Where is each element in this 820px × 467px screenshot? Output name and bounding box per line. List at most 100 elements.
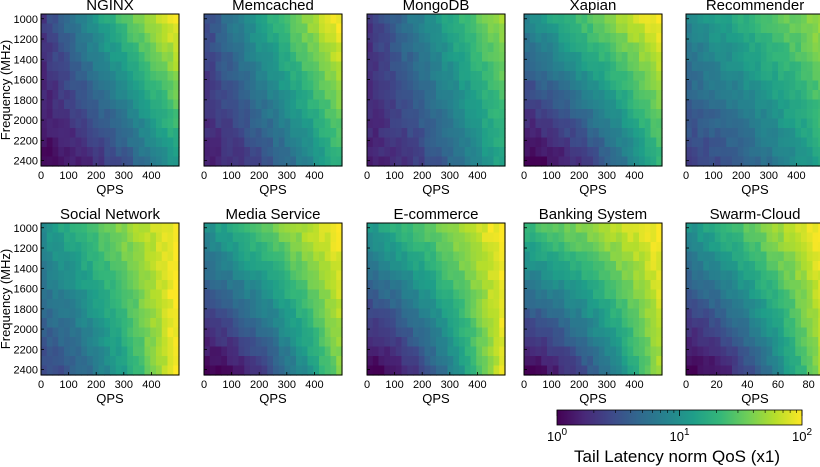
heatmap-cell — [209, 23, 217, 34]
heatmap-cell — [138, 80, 146, 91]
heatmap-cell — [390, 280, 397, 291]
heatmap-cell — [161, 90, 169, 101]
heatmap-cell — [558, 52, 565, 63]
heatmap-cell — [138, 223, 146, 234]
heatmap-cell — [783, 23, 791, 34]
heatmap-cell — [806, 109, 814, 120]
heatmap-cell — [691, 71, 699, 82]
heatmap-cell — [749, 251, 756, 262]
heatmap-cell — [273, 147, 280, 158]
heatmap-cell — [499, 71, 506, 82]
heatmap-cell — [499, 137, 506, 148]
heatmap-cell — [413, 80, 420, 91]
heatmap-cell — [150, 223, 157, 234]
heatmap-cell — [372, 327, 380, 338]
heatmap-cell — [656, 232, 663, 243]
heatmap-cell — [726, 137, 733, 148]
heatmap-cell — [372, 356, 380, 367]
heatmap-cell — [378, 23, 385, 34]
heatmap-cell — [482, 232, 489, 243]
heatmap-cell — [401, 71, 408, 82]
heatmap-cell — [378, 242, 385, 253]
heatmap-cell — [575, 42, 583, 53]
heatmap-cell — [795, 232, 802, 243]
heatmap-cell — [714, 299, 722, 310]
heatmap-cell — [766, 318, 773, 329]
heatmap-cell — [121, 23, 128, 34]
heatmap-cell — [598, 232, 606, 243]
heatmap-cell — [801, 299, 808, 310]
heatmap-cell — [487, 223, 495, 234]
heatmap-cell — [324, 109, 332, 120]
heatmap-cell — [418, 242, 426, 253]
heatmap-cell — [570, 99, 577, 110]
x-tick-label: 60 — [772, 379, 784, 391]
heatmap-cell — [570, 337, 577, 348]
heatmap-cell — [221, 337, 228, 348]
heatmap-cell — [795, 327, 802, 338]
heatmap-cell — [529, 337, 537, 348]
heatmap-cell — [464, 137, 472, 148]
heatmap-cell — [46, 52, 54, 63]
heatmap-cell — [627, 365, 634, 376]
heatmap-cell — [284, 318, 291, 329]
heatmap-cell — [726, 356, 733, 367]
heatmap-cell — [278, 365, 286, 376]
heatmap-cell — [453, 14, 460, 25]
heatmap-cell — [639, 118, 646, 129]
panel-title: Banking System — [539, 206, 647, 223]
heatmap-cell — [714, 223, 722, 234]
heatmap-cell — [558, 156, 565, 167]
heatmap-cell — [301, 346, 309, 357]
heatmap-cell — [430, 137, 437, 148]
heatmap-cell — [81, 118, 88, 129]
heatmap-cell — [581, 90, 588, 101]
heatmap-cell — [307, 232, 314, 243]
heatmap-cell — [639, 280, 646, 291]
heatmap-cell — [278, 23, 286, 34]
heatmap-cell — [783, 156, 791, 167]
heatmap-cell — [384, 14, 391, 25]
heatmap-cell — [407, 42, 414, 53]
heatmap-cell — [167, 99, 174, 110]
heatmap-cell — [436, 137, 443, 148]
heatmap-cell — [470, 137, 477, 148]
heatmap-cell — [267, 90, 274, 101]
heatmap-cell — [581, 33, 588, 44]
heatmap-cell — [789, 365, 796, 376]
heatmap-cell — [524, 299, 531, 310]
heatmap-cell — [552, 232, 560, 243]
heatmap-cell — [616, 147, 623, 158]
heatmap-cell — [301, 365, 309, 376]
heatmap-cell — [227, 99, 234, 110]
heatmap-cell — [633, 232, 640, 243]
heatmap-cell — [476, 118, 483, 129]
heatmap-cell — [204, 289, 211, 300]
heatmap-cell — [407, 109, 414, 120]
heatmap-cell — [384, 156, 391, 167]
heatmap-cell — [499, 251, 506, 262]
heatmap-cell — [330, 308, 337, 319]
heatmap-cell — [238, 261, 245, 272]
heatmap-cell — [552, 33, 560, 44]
heatmap-cell — [319, 299, 326, 310]
heatmap-cell — [650, 242, 657, 253]
heatmap-cell — [138, 137, 146, 148]
heatmap-cell — [215, 42, 222, 53]
heatmap-cell — [604, 327, 611, 338]
heatmap-cell — [459, 99, 466, 110]
heatmap-cell — [493, 289, 500, 300]
heatmap-cell — [115, 261, 123, 272]
heatmap-cell — [558, 280, 565, 291]
heatmap-cell — [436, 71, 443, 82]
heatmap-cell — [795, 365, 802, 376]
heatmap-cell — [604, 223, 611, 234]
heatmap-cell — [98, 327, 105, 338]
heatmap-cell — [407, 365, 414, 376]
heatmap-cell — [261, 232, 268, 243]
heatmap-cell — [737, 356, 745, 367]
heatmap-cell — [547, 223, 554, 234]
heatmap-cell — [564, 80, 571, 91]
heatmap-cell — [121, 280, 128, 291]
heatmap-cell — [760, 261, 768, 272]
